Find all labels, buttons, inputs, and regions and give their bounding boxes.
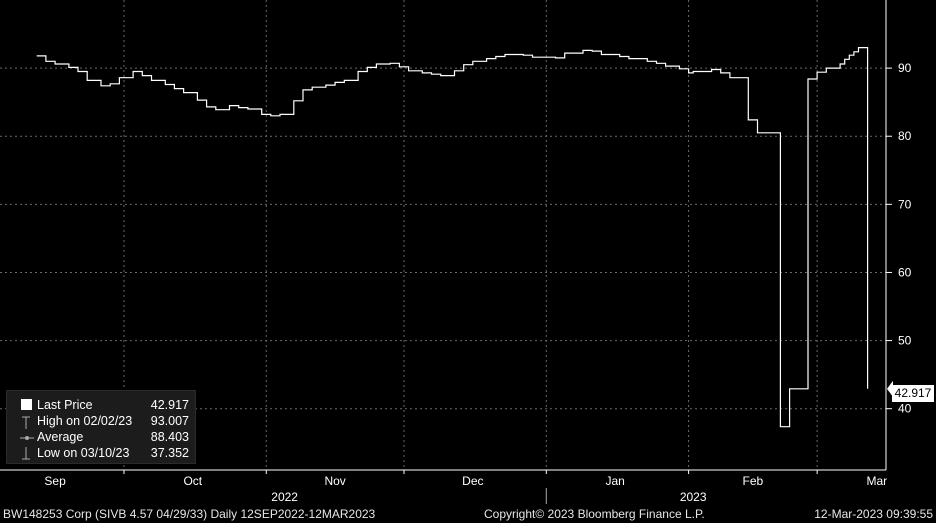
legend-label: Last Price — [37, 398, 93, 412]
y-tick-label: 90 — [898, 61, 912, 75]
x-tick-label: Nov — [324, 474, 345, 488]
price-series — [36, 47, 893, 428]
x-tick-label: Sep — [44, 474, 66, 488]
square-icon — [21, 399, 32, 410]
x-tick-label: Dec — [462, 474, 483, 488]
legend-value: 37.352 — [150, 446, 189, 460]
y-tick-label: 60 — [898, 265, 912, 279]
x-tick-label: Oct — [183, 474, 202, 488]
price-chart: 40 50 60 70 80 90 Sep Oct Nov Dec Jan Feb Mar 2022 20… — [0, 0, 912, 504]
legend-row-low: Low on 03/10/23 37.352 — [7, 445, 195, 461]
x-tick-label: Feb — [743, 474, 764, 488]
footer-timestamp: 12-Mar-2023 09:39:55 — [814, 507, 933, 521]
price-line — [36, 47, 869, 428]
legend-row-last: Last Price 42.917 — [7, 397, 195, 413]
year-label: 2022 — [271, 490, 298, 504]
legend-row-average: Average 88.403 — [7, 429, 195, 445]
average-marker-icon — [20, 431, 34, 443]
footer-bar: BW148253 Corp (SIVB 4.57 04/29/33) Daily… — [0, 504, 936, 523]
high-marker-icon — [20, 415, 32, 429]
legend: Last Price 42.917 High on 02/02/23 93.00… — [6, 390, 196, 464]
legend-value: 93.007 — [150, 414, 189, 428]
x-axis-ticks: Sep Oct Nov Dec Jan Feb Mar 2022 2023 — [44, 470, 887, 504]
legend-label: Average — [37, 430, 84, 444]
y-tick-label: 80 — [898, 129, 912, 143]
legend-row-high: High on 02/02/23 93.007 — [7, 413, 195, 429]
footer-security-info: BW148253 Corp (SIVB 4.57 04/29/33) Daily… — [3, 507, 376, 521]
x-tick-label: Mar — [866, 474, 887, 488]
y-axis-ticks: 40 50 60 70 80 90 — [886, 61, 912, 416]
legend-value: 88.403 — [150, 430, 189, 444]
y-tick-label: 50 — [898, 334, 912, 348]
legend-value: 42.917 — [150, 398, 189, 412]
last-price-pointer — [887, 380, 893, 397]
axes — [0, 0, 887, 471]
year-label: 2023 — [680, 490, 707, 504]
low-marker-icon — [20, 447, 32, 460]
legend-label: High on 02/02/23 — [37, 414, 133, 428]
x-tick-label: Jan — [605, 474, 624, 488]
footer-copyright: Copyright© 2023 Bloomberg Finance L.P. — [484, 507, 705, 521]
y-tick-label: 40 — [898, 402, 912, 416]
last-price-label: 42.917 — [892, 385, 934, 402]
y-tick-label: 70 — [898, 197, 912, 211]
legend-label: Low on 03/10/23 — [37, 446, 130, 460]
